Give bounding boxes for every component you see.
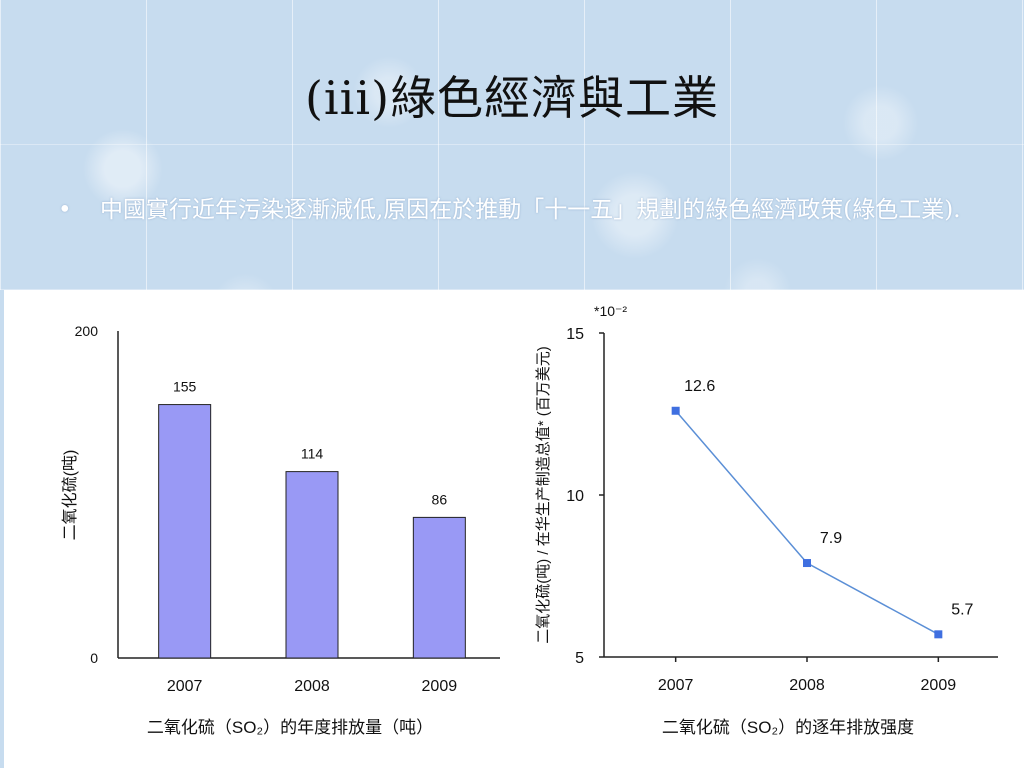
bar-chart-y-tick-label: 200 [75, 323, 99, 339]
bar-chart-y-axis-label: 二氧化硫(吨) [61, 450, 79, 541]
bar-chart-x-tick-label: 2007 [167, 678, 203, 695]
line-chart-y-tick-label: 10 [566, 488, 584, 505]
bar-chart-x-tick-label: 2008 [294, 678, 330, 695]
bar-chart-bar [158, 404, 212, 659]
line-chart-data-label: 7.9 [820, 530, 842, 547]
bar-chart-bar [285, 471, 339, 659]
line-chart-x-tick-label: 2007 [658, 677, 694, 694]
bar-chart-data-label: 114 [301, 446, 324, 462]
slide-title: (iii)綠色經濟與工業 [304, 71, 720, 125]
line-chart-point [803, 559, 811, 568]
line-chart-point [934, 630, 943, 639]
line-chart-y-tick-label: 15 [566, 326, 584, 343]
bar-chart-caption: 二氧化硫（SO₂）的年度排放量（吨） [147, 718, 433, 737]
bullet-item: • 中國實行近年污染逐漸減低,原因在於推動「十一五」規劃的綠色經濟政策(綠色工業… [58, 192, 988, 228]
line-chart-x-tick-label: 2008 [789, 677, 825, 694]
charts-svg: 020015520071142008862009二氧化硫(吨)二氧化硫（SO₂）… [61, 303, 998, 737]
line-chart-x-tick-label: 2009 [921, 677, 957, 694]
bar-chart-bar [412, 516, 466, 659]
background-tile-lines [0, 0, 1024, 290]
bar-chart-x-tick-label: 2009 [422, 678, 458, 695]
bar-chart-data-label: 155 [173, 379, 197, 395]
line-chart-data-label: 5.7 [951, 601, 973, 618]
line-chart-scale-note: *10⁻² [594, 303, 627, 319]
bullet-text: 中國實行近年污染逐漸減低,原因在於推動「十一五」規劃的綠色經濟政策(綠色工業). [100, 197, 961, 223]
line-chart-caption: 二氧化硫（SO₂）的逐年排放强度 [662, 718, 914, 737]
line-chart-y-tick-label: 5 [575, 650, 584, 667]
chart-panel: 0 200 155 2007 114 2008 86 2009 二氧化硫(吨) 二氧化硫（SO₂）… [0, 290, 1024, 768]
line-chart-point [671, 406, 680, 415]
bar-chart-y-tick-label: 0 [90, 650, 98, 666]
line-chart-series-line [675, 410, 939, 635]
bullet-point-icon: • [58, 197, 72, 223]
panel-left-edge [0, 290, 4, 768]
bar-chart-data-label: 86 [432, 491, 448, 507]
line-chart-y-axis-label: 二氧化硫(吨) / 在华生产制造总值* (百万美元) [535, 346, 552, 644]
line-chart-data-label: 12.6 [684, 378, 715, 395]
